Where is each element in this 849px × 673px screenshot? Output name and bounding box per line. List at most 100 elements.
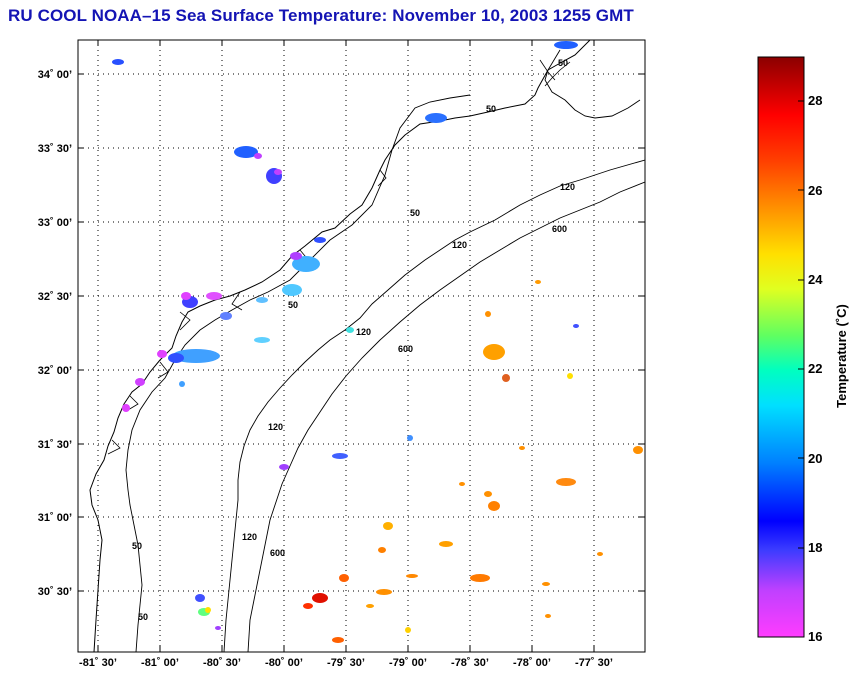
lat-label: 34˚ 00’ — [38, 69, 72, 81]
sst-patch — [290, 252, 302, 260]
isobath-label: 50 — [132, 541, 142, 551]
sst-patch — [425, 113, 447, 123]
sst-patch — [332, 637, 344, 643]
latitude-labels: 34˚ 00’ 33˚ 30’ 33˚ 00’ 32˚ 30’ 32˚ 00’ … — [38, 69, 72, 598]
map-frame — [77, 39, 646, 653]
sst-patch — [488, 501, 500, 511]
isobath-label: 50 — [486, 104, 496, 114]
sst-patch — [545, 614, 551, 618]
lat-label: 33˚ 30’ — [38, 143, 72, 155]
coastline — [89, 40, 591, 652]
sst-patch — [502, 374, 510, 382]
sst-patch — [303, 603, 313, 609]
colorbar-tick: 26 — [808, 183, 822, 198]
sst-patch — [292, 256, 320, 272]
sst-patch — [484, 491, 492, 497]
lat-label: 32˚ 30’ — [38, 291, 72, 303]
sst-patch — [439, 541, 453, 547]
sst-patch — [135, 378, 145, 386]
lat-label: 30˚ 30’ — [38, 586, 72, 598]
sst-patch — [215, 626, 221, 630]
map-title: RU COOL NOAA–15 Sea Surface Temperature:… — [8, 6, 634, 25]
lat-label: 31˚ 00’ — [38, 512, 72, 524]
isobath-600 — [247, 181, 645, 652]
sst-patch — [157, 350, 167, 358]
isobath-label: 120 — [452, 240, 467, 250]
sst-patch — [205, 607, 211, 613]
sst-patch — [122, 404, 130, 412]
isobath-50 — [125, 49, 641, 652]
sst-patch — [556, 478, 576, 486]
isobath-label: 600 — [270, 548, 285, 558]
sst-patch — [168, 353, 184, 363]
sst-patch — [346, 327, 354, 333]
sst-patch — [535, 280, 541, 284]
isobath-label: 50 — [288, 300, 298, 310]
sst-patch — [206, 292, 222, 300]
colorbar-tick: 28 — [808, 93, 822, 108]
sst-patch — [274, 169, 282, 175]
lon-label: -78˚ 30’ — [451, 657, 489, 669]
colorbar-label: Temperature (˚C) — [834, 304, 849, 408]
sst-patch — [282, 284, 302, 296]
isobath-label: 50 — [410, 208, 420, 218]
sst-patch — [234, 146, 258, 158]
colorbar-gradient — [757, 56, 805, 638]
sst-patch — [542, 582, 550, 586]
lon-label: -81˚ 30’ — [79, 657, 117, 669]
isobath-label: 120 — [560, 182, 575, 192]
sst-patch — [406, 574, 418, 578]
sst-patch — [314, 237, 326, 243]
sst-patches — [112, 41, 643, 643]
lon-label: -79˚ 30’ — [327, 657, 365, 669]
lon-label: -79˚ 00’ — [389, 657, 427, 669]
sst-patch — [567, 373, 573, 379]
isobath-label: 120 — [356, 327, 371, 337]
lat-label: 33˚ 00’ — [38, 217, 72, 229]
lon-label: -77˚ 30’ — [575, 657, 613, 669]
colorbar-tick: 18 — [808, 540, 822, 555]
sst-patch — [172, 349, 220, 363]
isobath-label: 120 — [242, 532, 257, 542]
sst-patch — [459, 482, 465, 486]
sst-patch — [312, 593, 328, 603]
sst-patch — [279, 464, 289, 470]
colorbar-tick: 24 — [808, 272, 823, 287]
lon-label: -81˚ 00’ — [141, 657, 179, 669]
sst-patch — [366, 604, 374, 608]
sst-patch — [376, 589, 392, 595]
graticule — [78, 40, 645, 652]
sst-patch — [470, 574, 490, 582]
isobath-120 — [223, 159, 645, 652]
sst-patch — [554, 41, 578, 49]
sst-patch — [405, 627, 411, 633]
sst-patch — [339, 574, 349, 582]
longitude-labels: -81˚ 30’ -81˚ 00’ -80˚ 30’ -80˚ 00’ -79˚… — [79, 657, 613, 669]
sst-patch — [485, 311, 491, 317]
lat-label: 32˚ 00’ — [38, 365, 72, 377]
isobath-label: 600 — [398, 344, 413, 354]
isobath-label: 600 — [552, 224, 567, 234]
axis-ticks — [78, 40, 645, 652]
colorbar-tick: 16 — [808, 629, 822, 644]
sst-patch — [378, 547, 386, 553]
sst-patch — [112, 59, 124, 65]
sst-patch — [633, 446, 643, 454]
colorbar-tick: 20 — [808, 451, 822, 466]
sst-patch — [254, 153, 262, 159]
sst-patch — [573, 324, 579, 328]
sst-patch — [195, 594, 205, 602]
lat-label: 31˚ 30’ — [38, 439, 72, 451]
sst-patch — [407, 435, 413, 441]
colorbar-tick: 22 — [808, 361, 822, 376]
isobath-label: 50 — [558, 58, 568, 68]
sst-patch — [383, 522, 393, 530]
sst-patch — [519, 446, 525, 450]
lon-label: -80˚ 30’ — [203, 657, 241, 669]
sst-patch — [256, 297, 268, 303]
sst-patch — [179, 381, 185, 387]
sst-patch — [597, 552, 603, 556]
sst-patch — [181, 292, 191, 300]
sst-patch — [220, 312, 232, 320]
